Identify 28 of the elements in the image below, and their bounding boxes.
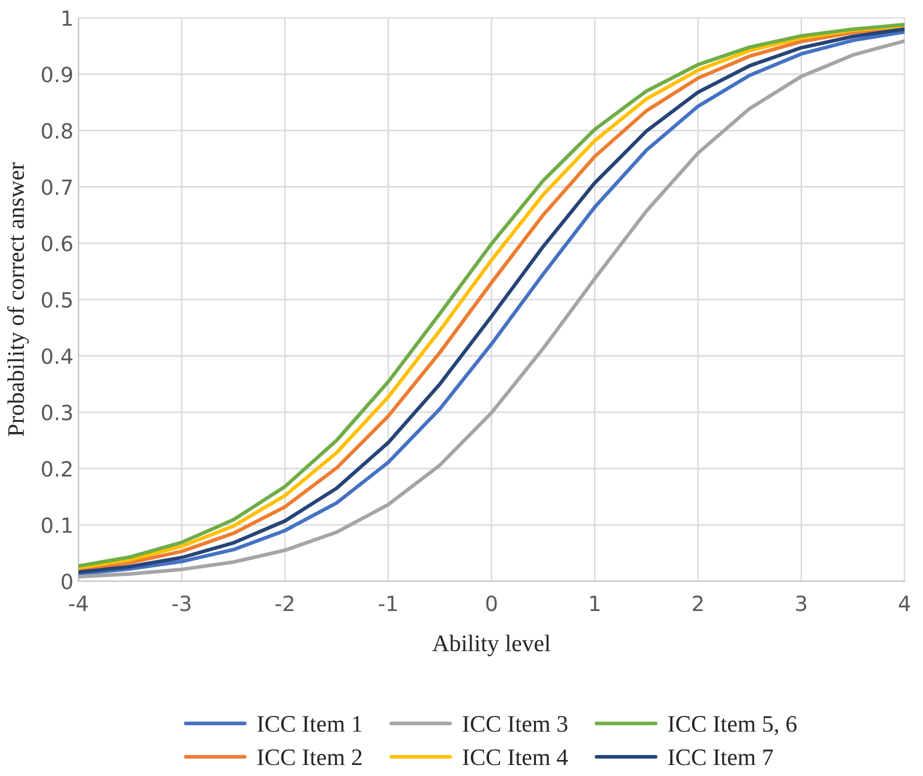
y-tick-label: 0.7 xyxy=(42,179,72,196)
y-tick-label: 0.9 xyxy=(42,66,72,82)
x-tick-label: -3 xyxy=(172,595,190,612)
x-tick-label: 0 xyxy=(486,595,497,612)
y-tick-label: 0.6 xyxy=(42,236,72,252)
x-tick-label: 3 xyxy=(796,595,806,612)
x-tick-label: -2 xyxy=(276,595,294,611)
y-tick-label: 1 xyxy=(62,10,72,26)
legend-label: ICC Item 1 xyxy=(257,716,362,732)
x-tick-label: -4 xyxy=(69,596,88,611)
y-tick-label: 0.8 xyxy=(42,122,72,139)
legend-label: ICC Item 2 xyxy=(257,749,362,766)
y-axis-title: Probability of correct answer xyxy=(7,162,29,436)
legend-label: ICC Item 5, 6 xyxy=(668,716,797,736)
y-tick-label: 0.4 xyxy=(42,348,72,364)
legend-label: ICC Item 7 xyxy=(668,749,773,766)
legend-label: ICC Item 4 xyxy=(462,749,568,766)
x-axis-title: Ability level xyxy=(432,634,550,656)
y-tick-label: 0 xyxy=(62,574,72,590)
x-tick-label: 1 xyxy=(590,596,600,611)
x-tick-label: 2 xyxy=(692,595,703,611)
y-tick-label: 0.5 xyxy=(42,292,72,308)
x-tick-label: -1 xyxy=(378,596,397,611)
legend-label: ICC Item 3 xyxy=(462,716,568,732)
y-tick-label: 0.2 xyxy=(42,461,72,477)
x-tick-label: 4 xyxy=(898,596,910,611)
y-tick-label: 0.3 xyxy=(42,404,72,420)
y-tick-label: 0.1 xyxy=(42,517,72,534)
